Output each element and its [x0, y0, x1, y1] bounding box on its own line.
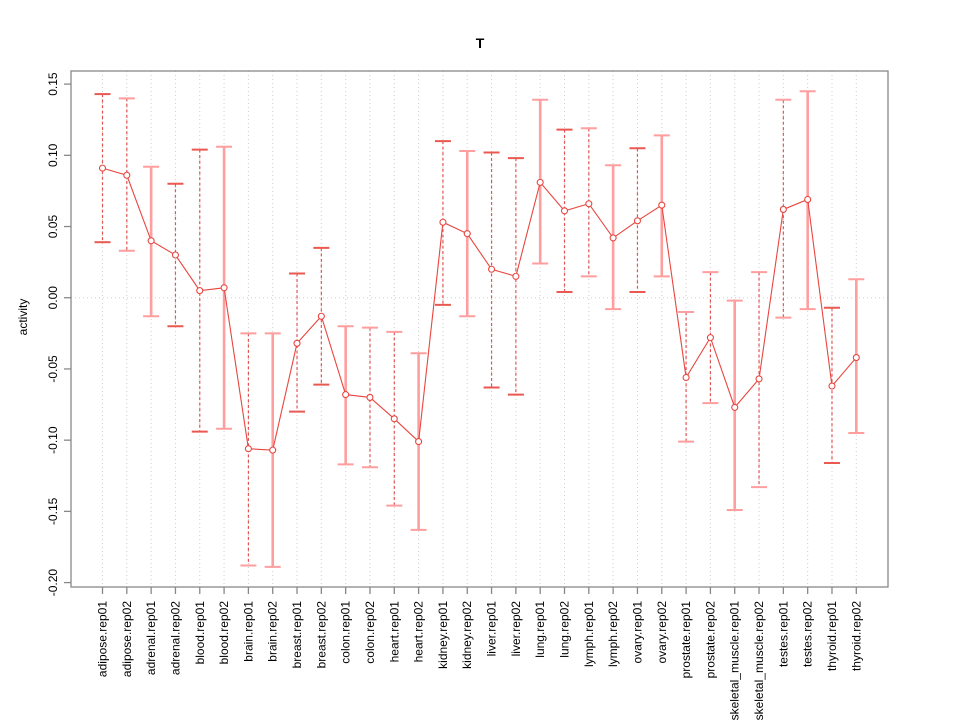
x-tick-label: adipose.rep02 — [120, 601, 134, 677]
x-tick-label: liver.rep01 — [485, 601, 499, 657]
x-tick-label: lung.rep01 — [533, 601, 547, 658]
data-point — [463, 230, 471, 238]
data-point — [731, 403, 739, 411]
gridlines — [71, 71, 888, 587]
y-tick-label: 0.05 — [46, 215, 60, 239]
data-point — [706, 334, 714, 342]
x-tick-label: prostate.rep02 — [703, 601, 717, 679]
x-tick-label: heart.rep01 — [387, 601, 401, 663]
data-point — [269, 446, 277, 454]
x-tick-label: skeletal_muscle.rep01 — [728, 601, 742, 720]
x-tick-label: adrenal.rep02 — [168, 601, 182, 675]
data-point — [585, 200, 593, 208]
data-point — [804, 195, 812, 204]
x-tick-label: brain.rep01 — [241, 601, 255, 662]
x-tick-label: brain.rep02 — [266, 601, 280, 662]
plot-border — [70, 70, 889, 588]
x-tick-label: prostate.rep01 — [679, 601, 693, 679]
x-tick-label: thyroid.rep02 — [849, 601, 863, 671]
data-point — [123, 171, 131, 179]
data-point — [196, 287, 204, 295]
x-tick-label: blood.rep02 — [217, 601, 231, 665]
x-tick-label: colon.rep01 — [339, 601, 353, 664]
x-tick-label: breast.rep01 — [290, 601, 304, 669]
data-point — [342, 391, 350, 399]
data-point — [658, 201, 666, 209]
y-tick-label: -0.20 — [46, 569, 60, 597]
data-point — [415, 438, 423, 446]
y-axis-label: activity — [16, 299, 30, 336]
y-tick-label: 0.15 — [46, 72, 60, 96]
x-tick-label: lymph.rep01 — [582, 601, 596, 667]
x-tick-label: liver.rep02 — [509, 601, 523, 657]
data-point — [171, 251, 179, 259]
chart-title: T — [476, 35, 485, 51]
x-tick-label: kidney.rep02 — [460, 601, 474, 669]
data-line — [102, 167, 857, 451]
x-tick-label: adipose.rep01 — [96, 601, 110, 677]
y-tick-label: -0.15 — [46, 497, 60, 525]
data-point — [536, 178, 544, 186]
series-line — [102, 167, 857, 451]
data-point — [366, 393, 374, 401]
data-points — [98, 164, 860, 454]
axes: 0.15 0.10 0.05 0.00 -0.05 -0.10 -0.15 -0.20 adip… — [46, 70, 889, 720]
data-point — [852, 354, 860, 362]
x-tick-label: colon.rep02 — [363, 601, 377, 664]
data-point — [512, 272, 520, 280]
data-point — [147, 237, 155, 245]
data-point — [220, 284, 228, 292]
data-point — [317, 312, 325, 320]
x-tick-label: heart.rep02 — [412, 601, 426, 663]
y-tick-label: 0.00 — [46, 286, 60, 310]
x-tick-label: testes.rep02 — [801, 601, 815, 667]
data-point — [98, 164, 107, 172]
x-tick-label: lymph.rep02 — [606, 601, 620, 667]
data-point — [828, 382, 836, 390]
data-point — [633, 217, 642, 225]
data-point — [779, 205, 787, 213]
x-tick-label: breast.rep02 — [314, 601, 328, 669]
x-tick-label: adrenal.rep01 — [144, 601, 158, 675]
error-bars — [94, 90, 865, 568]
data-point — [439, 218, 447, 226]
data-point — [390, 415, 398, 423]
data-point — [244, 445, 252, 453]
x-tick-label: lung.rep02 — [558, 601, 572, 658]
data-point — [560, 207, 569, 215]
x-tick-label: thyroid.rep01 — [825, 601, 839, 671]
x-tick-label: skeletal_muscle.rep02 — [752, 601, 766, 720]
x-tick-label: testes.rep01 — [776, 601, 790, 667]
data-point — [293, 339, 301, 347]
y-tick-label: -0.05 — [46, 355, 60, 383]
data-point — [609, 234, 617, 242]
data-point — [755, 375, 763, 383]
x-tick-label: kidney.rep01 — [436, 601, 450, 669]
x-tick-label: blood.rep01 — [193, 601, 207, 665]
data-point — [682, 373, 690, 382]
x-tick-label: ovary.rep02 — [655, 601, 669, 664]
y-tick-label: 0.10 — [46, 143, 60, 167]
y-tick-label: -0.10 — [46, 426, 60, 454]
data-point — [488, 265, 496, 273]
x-tick-label: ovary.rep01 — [630, 601, 644, 664]
